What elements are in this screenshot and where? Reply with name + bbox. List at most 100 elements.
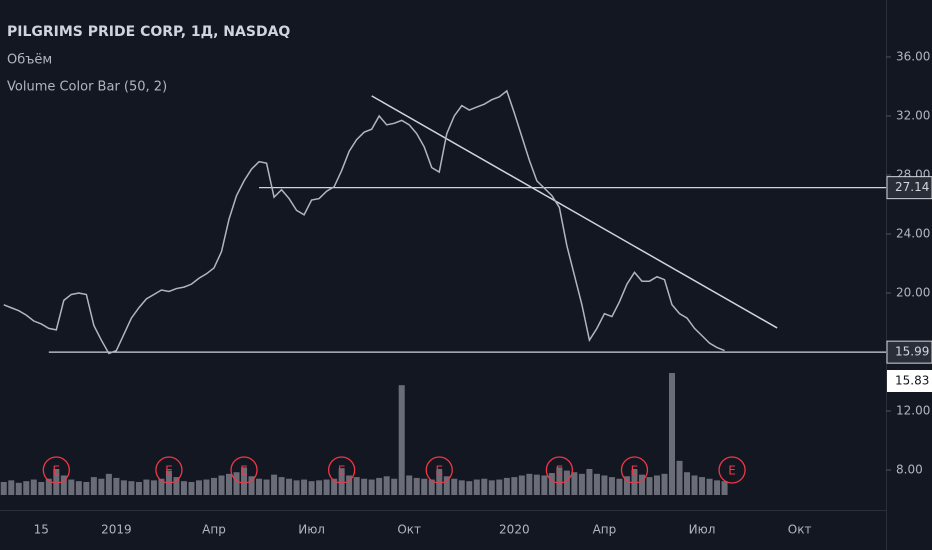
- volume-bar: [105, 473, 112, 495]
- volume-bar: [653, 475, 660, 495]
- volume-bar: [361, 478, 368, 495]
- volume-bar: [323, 479, 330, 495]
- volume-bar: [293, 480, 300, 495]
- last-price-box: [887, 370, 932, 392]
- volume-bar: [398, 385, 405, 495]
- volume-bar: [556, 467, 563, 495]
- x-tick-label: 15: [34, 523, 49, 537]
- volume-bar: [135, 481, 142, 495]
- volume-bar: [721, 481, 728, 495]
- earnings-marker: [155, 456, 183, 484]
- earnings-marker: [327, 456, 356, 484]
- earnings-label: E: [556, 464, 564, 478]
- volume-bar: [128, 481, 135, 495]
- volume-bar: [263, 479, 270, 495]
- volume-bar: [451, 478, 458, 495]
- earnings-label: E: [53, 464, 61, 478]
- volume-bar: [413, 477, 420, 495]
- volume-bar: [53, 468, 60, 495]
- x-tick-label: Апр: [202, 523, 226, 537]
- x-tick-label: Окт: [788, 523, 812, 537]
- volume-bar: [676, 460, 683, 495]
- earnings-marker: [42, 456, 70, 484]
- volume-bar: [481, 478, 488, 495]
- earnings-label: E: [165, 464, 173, 478]
- y-tick-label: 36.00: [896, 49, 930, 63]
- earnings-marker: [718, 456, 746, 484]
- earnings-marker: [425, 456, 453, 484]
- volume-bar: [458, 480, 465, 495]
- volume-bar: [143, 479, 150, 495]
- volume-bar: [376, 477, 383, 495]
- volume-bar: [338, 468, 345, 495]
- volume-bar: [586, 468, 593, 495]
- volume-bar: [706, 478, 713, 495]
- volume-bar: [45, 478, 52, 495]
- volume-bar: [8, 480, 15, 495]
- volume-bar: [60, 475, 67, 495]
- volume-bar: [241, 467, 248, 495]
- earnings-label: E: [631, 464, 639, 478]
- volume-bar: [443, 476, 450, 495]
- volume-bar: [473, 479, 480, 495]
- volume-bar: [301, 479, 308, 495]
- volume-bar: [548, 473, 555, 495]
- volume-bar: [684, 472, 691, 495]
- volume-bar: [210, 477, 217, 495]
- volume-bar: [173, 477, 180, 495]
- volume-bar: [331, 478, 338, 495]
- volume-bar: [271, 474, 278, 495]
- price-label: 27.14: [895, 180, 929, 194]
- volume-bar: [593, 473, 600, 495]
- volume-bar: [120, 480, 127, 495]
- price-label: 15.99: [895, 345, 929, 359]
- volume-bar: [646, 477, 653, 495]
- volume-bar: [669, 373, 676, 495]
- volume-bar: [83, 481, 90, 495]
- y-tick-label: 20.00: [896, 285, 930, 299]
- y-tick-label: 24.00: [896, 226, 930, 240]
- volume-bar: [699, 477, 706, 495]
- earnings-label: E: [728, 464, 736, 478]
- last-price-label: 15.83: [895, 374, 929, 388]
- indicator-label: Volume Color Bar (50, 2): [7, 80, 167, 95]
- volume-bar: [30, 479, 37, 495]
- volume-bar: [286, 478, 293, 495]
- earnings-marker: [545, 456, 574, 484]
- trend-line: [371, 95, 778, 329]
- volume-bar: [421, 478, 428, 495]
- volume-bar: [571, 472, 578, 495]
- volume-bar: [638, 474, 645, 495]
- volume-bar: [233, 472, 240, 495]
- x-tick-label: Окт: [397, 523, 421, 537]
- x-tick-label: 2019: [101, 523, 132, 537]
- volume-bar: [150, 480, 157, 495]
- volume-bar: [90, 477, 97, 495]
- volume-bar: [601, 475, 608, 495]
- volume-bar: [533, 474, 540, 495]
- indicator-label: Объём: [7, 53, 52, 68]
- volume-bar: [541, 475, 548, 495]
- volume-bar: [75, 481, 82, 495]
- earnings-marker: [230, 456, 258, 484]
- volume-bar: [68, 479, 75, 495]
- price-label-box: [886, 176, 932, 200]
- volume-bar: [488, 480, 495, 495]
- volume-bar: [316, 480, 323, 495]
- volume-bar: [616, 478, 623, 495]
- x-tick-label: Апр: [593, 523, 617, 537]
- x-tick-label: Июл: [689, 523, 716, 537]
- volume-bar: [248, 476, 255, 495]
- volume-bar: [511, 477, 518, 495]
- volume-bar: [346, 475, 353, 495]
- volume-bar: [661, 473, 668, 495]
- volume-bar: [623, 476, 630, 495]
- earnings-marker: [620, 456, 649, 484]
- volume-bar: [466, 481, 473, 495]
- volume-bar: [195, 480, 202, 495]
- volume-bar: [526, 473, 533, 495]
- y-tick-label: 8.00: [896, 463, 923, 477]
- volume-bar: [353, 477, 360, 495]
- volume-bar: [406, 475, 413, 495]
